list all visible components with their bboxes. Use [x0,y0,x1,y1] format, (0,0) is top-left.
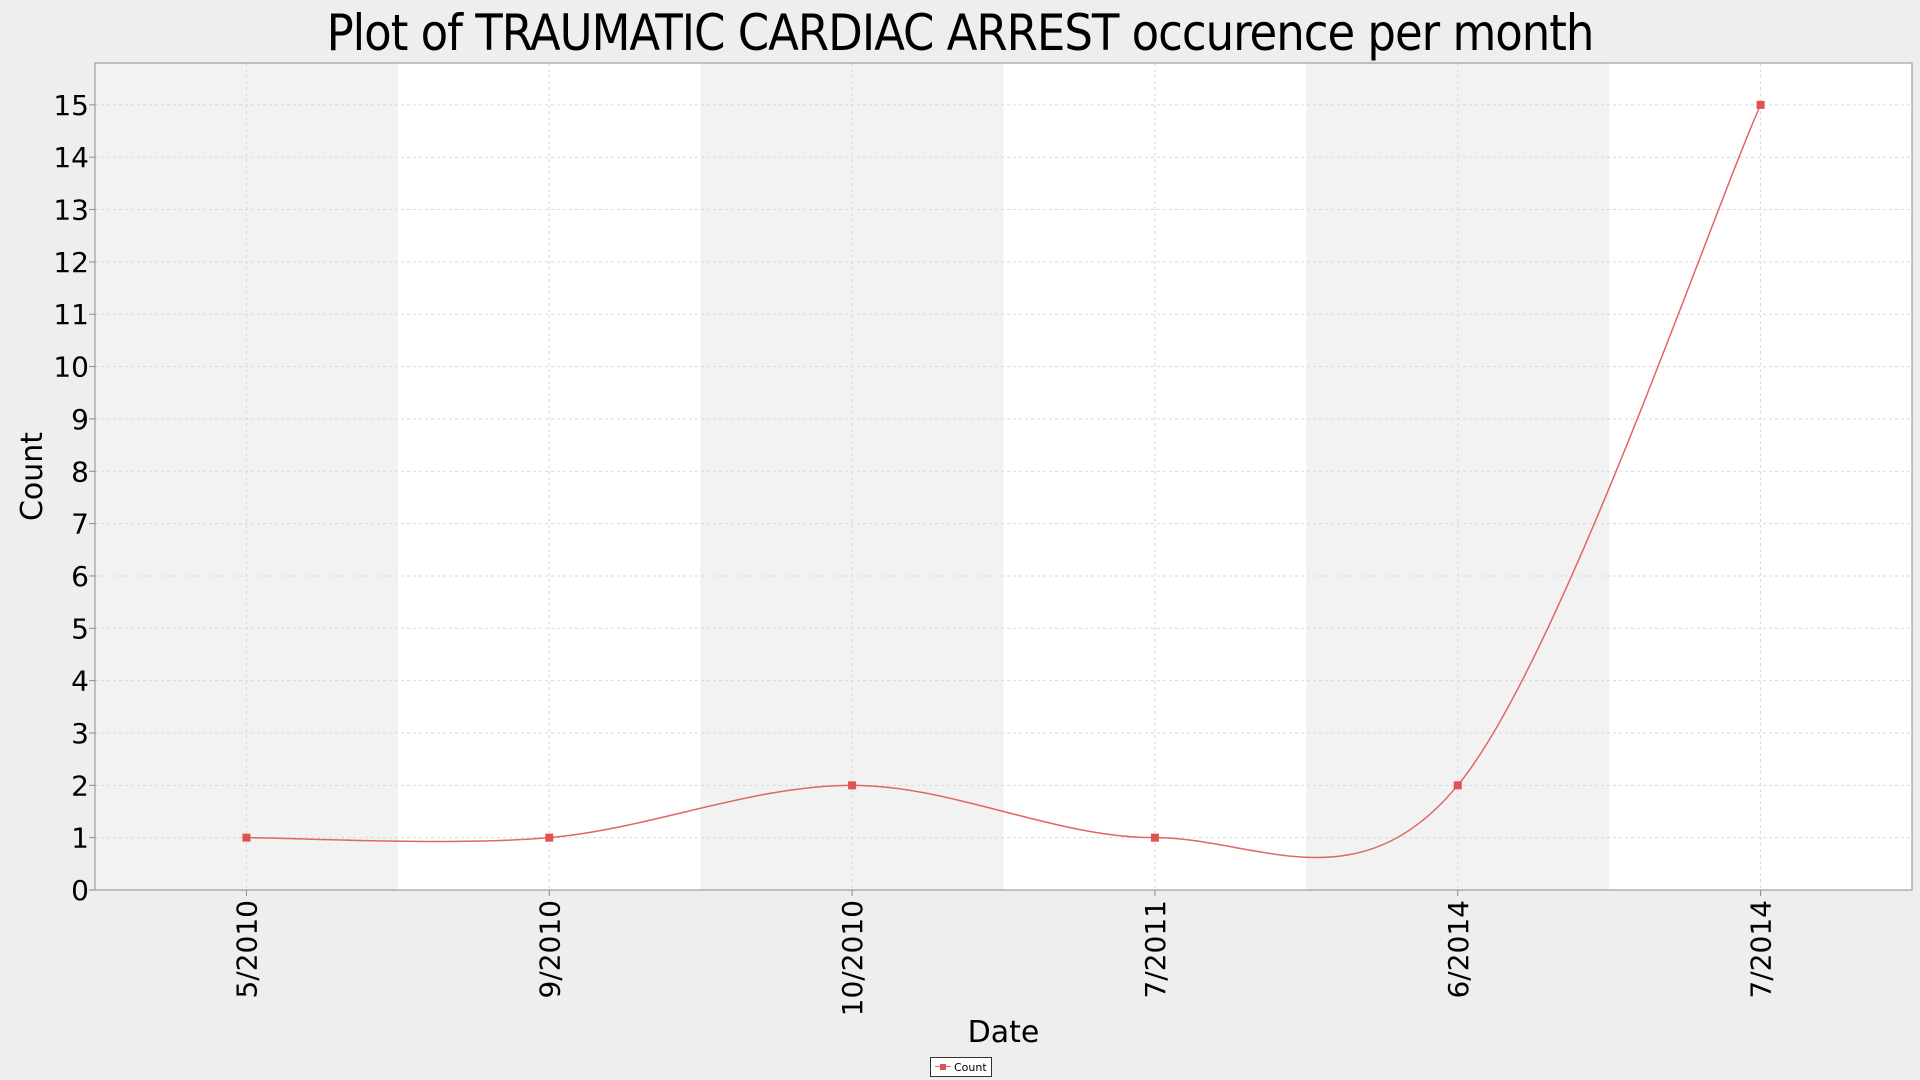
plot-band [1609,63,1912,890]
chart-title: Plot of TRAUMATIC CARDIAC ARREST occuren… [326,4,1595,62]
data-point-marker [1756,100,1765,109]
series-line-count [246,104,1762,859]
y-axis-label: Count [15,432,50,521]
x-tick-label: 7/2014 [1745,900,1778,999]
y-tick-label: 14 [53,141,89,174]
legend-swatch-icon [935,1062,951,1072]
y-tick-label: 15 [53,89,89,122]
data-point-marker [242,833,251,842]
x-tick-label: 6/2014 [1442,900,1475,999]
y-tick-label: 6 [71,560,89,593]
y-tick-label: 13 [53,194,89,227]
x-tick-label: 5/2010 [230,900,263,999]
x-tick-label: 10/2010 [836,900,869,1016]
y-tick-label: 11 [53,298,89,331]
x-axis-label: Date [968,1015,1040,1050]
legend: Count [930,1057,992,1077]
y-tick-label: 10 [53,351,89,384]
y-tick-label: 7 [71,508,89,541]
plot-area-border [94,62,1913,891]
data-point-marker [848,781,857,790]
plot-band [1003,63,1307,890]
y-tick-label: 8 [71,455,89,488]
y-tick-label: 12 [53,246,89,279]
legend-label: Count [954,1060,987,1074]
y-tick-label: 4 [71,665,89,698]
y-tick-label: 1 [71,822,89,855]
plot-band [1306,63,1610,890]
y-tick-label: 9 [71,403,89,436]
plot-band [397,63,701,890]
data-point-marker [545,833,554,842]
x-tick-label: 7/2011 [1139,900,1172,999]
data-point-marker [1150,833,1159,842]
y-tick-label: 0 [71,874,89,907]
x-tick-label: 9/2010 [533,900,566,999]
data-point-marker [1453,781,1462,790]
plot-band [95,63,398,890]
x-axis-ticks: 5/2010 9/2010 10/2010 7/2011 6/2014 7/2014 [230,890,1778,1016]
series-markers [242,100,1765,842]
y-tick-label: 2 [71,769,89,802]
plot-background-bands [95,63,1912,890]
y-tick-label: 3 [71,717,89,750]
y-tick-label: 5 [71,612,89,645]
plot-band [700,63,1004,890]
